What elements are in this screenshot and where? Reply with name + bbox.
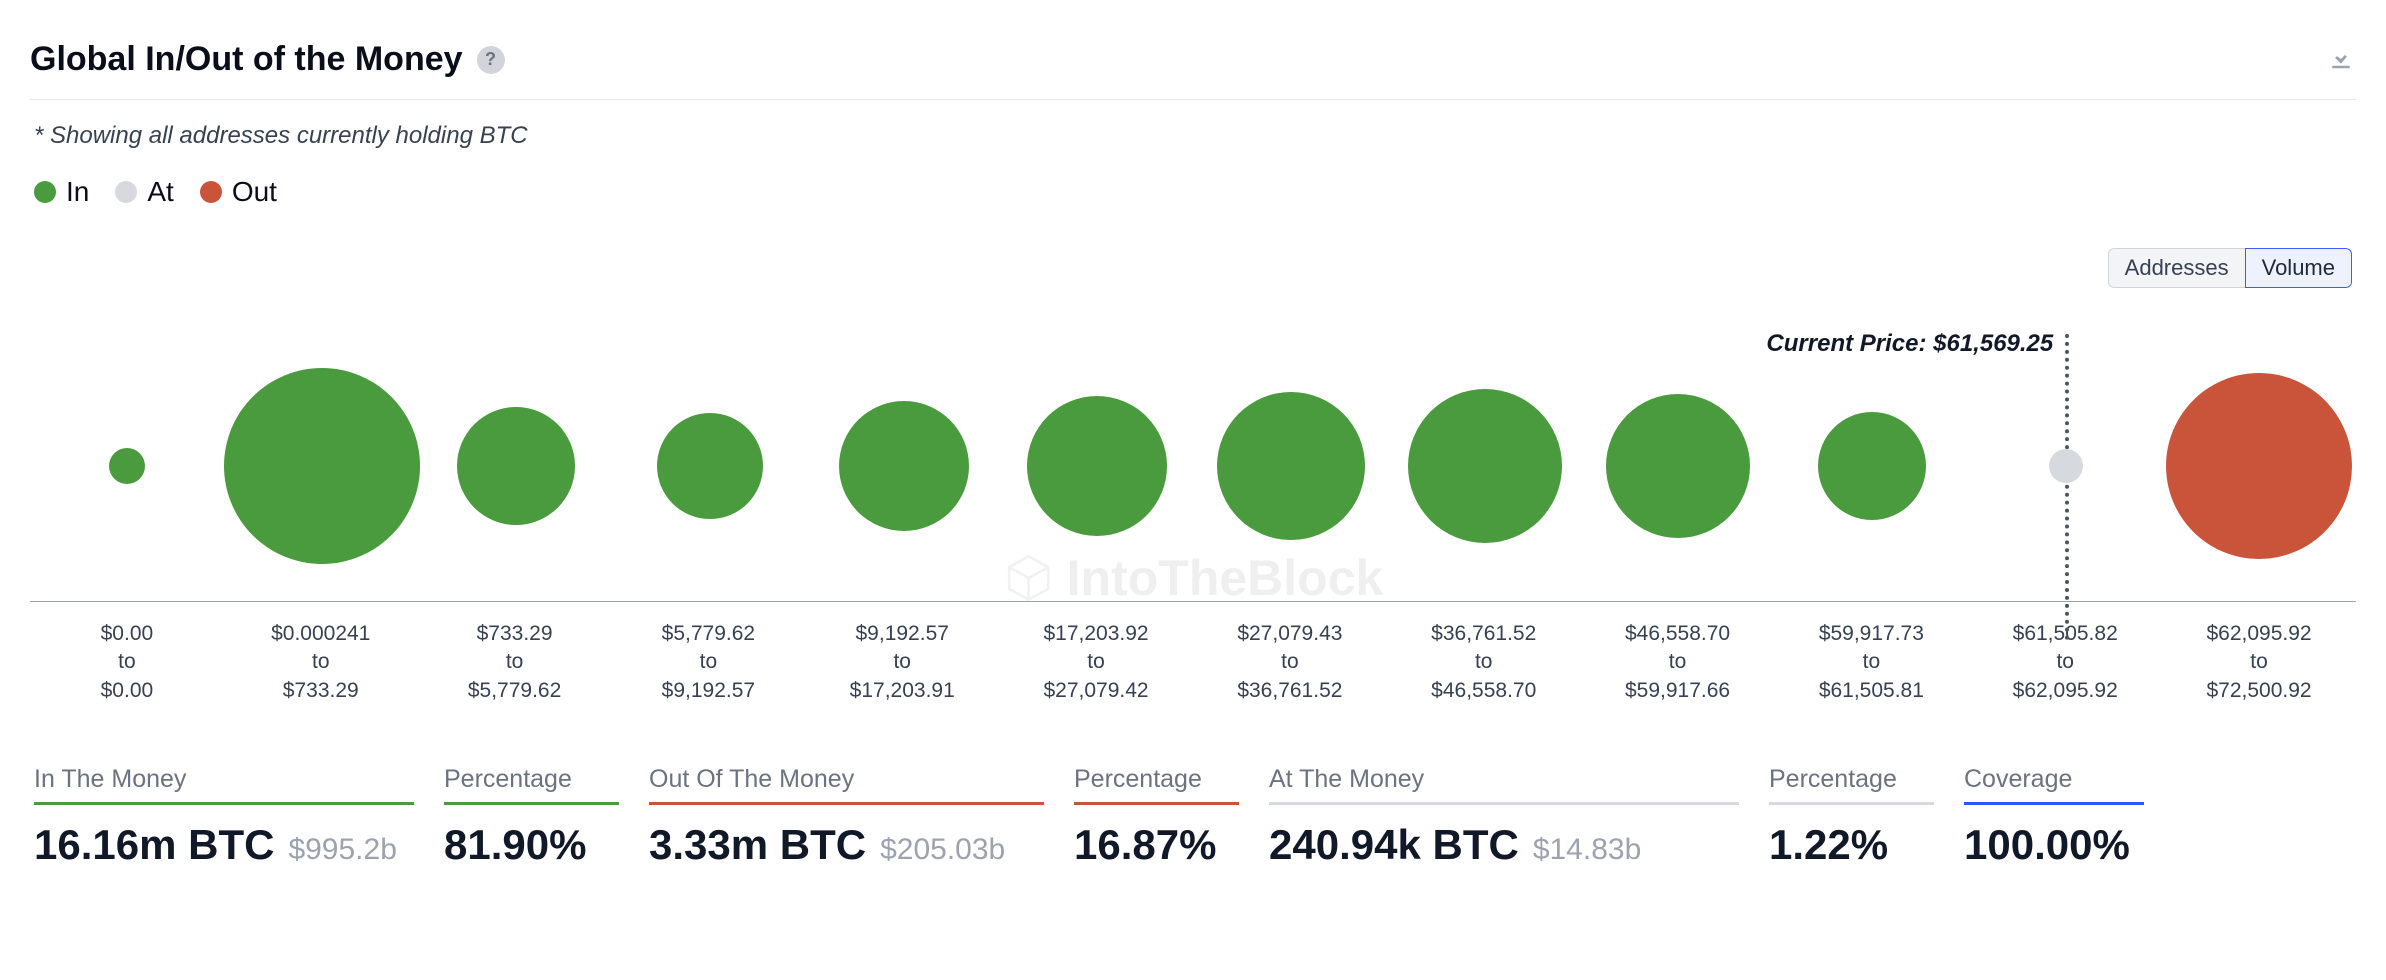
bubble[interactable] <box>224 368 420 564</box>
legend-label: Out <box>232 176 277 208</box>
toggle-group: AddressesVolume <box>2108 248 2352 288</box>
stat-label: Percentage <box>444 765 619 805</box>
legend-dot <box>200 181 222 203</box>
legend: In At Out <box>30 176 2356 218</box>
stat-value-row: 3.33m BTC $205.03b <box>649 821 1044 869</box>
stat-label: In The Money <box>34 765 414 805</box>
range-label: $17,203.92to$27,079.42 <box>999 620 1193 705</box>
stat-value: 3.33m BTC <box>649 821 866 869</box>
stat-value-row: 1.22% <box>1769 821 1934 869</box>
bubble[interactable] <box>1606 394 1750 538</box>
bubble-cell <box>1775 330 1969 601</box>
stat-label: Coverage <box>1964 765 2144 805</box>
subtitle: * Showing all addresses currently holdin… <box>30 100 2356 176</box>
bubble-cell <box>807 330 1001 601</box>
toggle-row: AddressesVolume <box>30 218 2356 296</box>
stat-value-row: 240.94k BTC $14.83b <box>1269 821 1739 869</box>
stat-value: 16.87% <box>1074 821 1216 869</box>
stat-value-row: 100.00% <box>1964 821 2144 869</box>
stat-block: Percentage 81.90% <box>444 765 619 869</box>
stat-block: Percentage 1.22% <box>1769 765 1934 869</box>
range-label: $0.00to$0.00 <box>30 620 224 705</box>
range-label: $46,558.70to$59,917.66 <box>1581 620 1775 705</box>
toggle-addresses[interactable]: Addresses <box>2108 248 2245 288</box>
stat-block: Out Of The Money 3.33m BTC $205.03b <box>649 765 1044 869</box>
download-icon[interactable] <box>2326 42 2356 77</box>
bubble-cell <box>613 330 807 601</box>
legend-dot <box>34 181 56 203</box>
bubble[interactable] <box>657 413 763 519</box>
bubble[interactable] <box>1217 392 1365 540</box>
bubble-cell <box>1194 330 1388 601</box>
bubble-cell <box>420 330 614 601</box>
stat-value: 1.22% <box>1769 821 1888 869</box>
bubble-cell <box>1969 330 2163 601</box>
stat-value-row: 81.90% <box>444 821 619 869</box>
stat-subvalue: $14.83b <box>1533 833 1641 867</box>
stat-subvalue: $205.03b <box>880 833 1005 867</box>
stat-block: In The Money 16.16m BTC $995.2b <box>34 765 414 869</box>
stat-value: 240.94k BTC <box>1269 821 1519 869</box>
stat-value: 16.16m BTC <box>34 821 274 869</box>
legend-item[interactable]: Out <box>200 176 277 208</box>
stat-label: At The Money <box>1269 765 1739 805</box>
bubble[interactable] <box>2166 373 2352 559</box>
range-label: $62,095.92to$72,500.92 <box>2162 620 2356 705</box>
bubble-cell <box>30 330 224 601</box>
bubble[interactable] <box>1027 396 1167 536</box>
chart: Current Price: $61,569.25 IntoTheBlock $… <box>30 330 2356 705</box>
bubble[interactable] <box>457 407 575 525</box>
header: Global In/Out of the Money ? <box>30 10 2356 100</box>
stats-row: In The Money 16.16m BTC $995.2b Percentage 8… <box>30 765 2356 869</box>
range-label: $733.29to$5,779.62 <box>418 620 612 705</box>
bubble[interactable] <box>2049 449 2083 483</box>
bubble[interactable] <box>1408 389 1562 543</box>
stat-value: 81.90% <box>444 821 586 869</box>
stat-block: Percentage 16.87% <box>1074 765 1239 869</box>
legend-item[interactable]: In <box>34 176 89 208</box>
stat-subvalue: $995.2b <box>288 833 396 867</box>
help-icon[interactable]: ? <box>477 46 505 74</box>
bubble[interactable] <box>109 448 145 484</box>
stat-label: Out Of The Money <box>649 765 1044 805</box>
toggle-volume[interactable]: Volume <box>2245 248 2352 288</box>
stat-value-row: 16.16m BTC $995.2b <box>34 821 414 869</box>
bubble[interactable] <box>839 401 969 531</box>
stat-block: Coverage 100.00% <box>1964 765 2144 869</box>
range-label: $0.000241to$733.29 <box>224 620 418 705</box>
legend-dot <box>115 181 137 203</box>
range-label: $27,079.43to$36,761.52 <box>1193 620 1387 705</box>
range-label: $9,192.57to$17,203.91 <box>805 620 999 705</box>
stat-block: At The Money 240.94k BTC $14.83b <box>1269 765 1739 869</box>
legend-label: At <box>147 176 173 208</box>
legend-label: In <box>66 176 89 208</box>
bubble-cell <box>1581 330 1775 601</box>
stat-label: Percentage <box>1074 765 1239 805</box>
legend-item[interactable]: At <box>115 176 173 208</box>
labels-row: $0.00to$0.00$0.000241to$733.29$733.29to$… <box>30 620 2356 705</box>
range-label: $59,917.73to$61,505.81 <box>1774 620 1968 705</box>
stat-value: 100.00% <box>1964 821 2130 869</box>
page-title: Global In/Out of the Money <box>30 40 463 79</box>
range-label: $5,779.62to$9,192.57 <box>611 620 805 705</box>
stat-label: Percentage <box>1769 765 1934 805</box>
bubble[interactable] <box>1818 412 1926 520</box>
bubble-row: IntoTheBlock <box>30 330 2356 602</box>
bubble-cell <box>1001 330 1195 601</box>
bubble-cell <box>1388 330 1582 601</box>
bubble-cell <box>2162 330 2356 601</box>
stat-value-row: 16.87% <box>1074 821 1239 869</box>
bubble-cell <box>224 330 420 601</box>
range-label: $36,761.52to$46,558.70 <box>1387 620 1581 705</box>
title-wrap: Global In/Out of the Money ? <box>30 40 505 79</box>
